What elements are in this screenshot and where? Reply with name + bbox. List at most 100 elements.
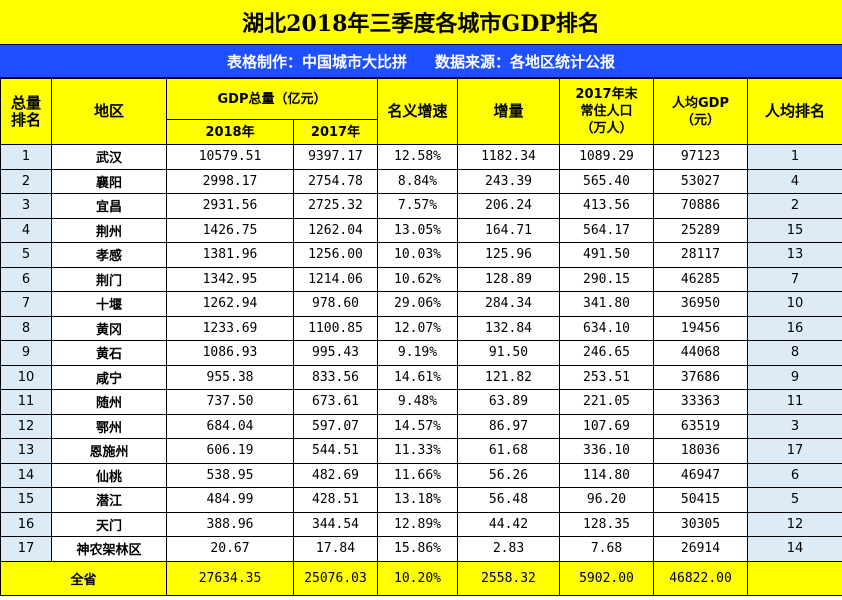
table-row: 3 宜昌 2931.56 2725.32 7.57% 206.24 413.56 70886 2 (0, 193, 842, 219)
table-row: 15 潜江 484.99 428.51 13.18% 56.48 96.20 50415 5 (0, 487, 842, 513)
gdp-2017-cell: 1256.00 (293, 242, 378, 268)
per-capita-rank-cell: 17 (747, 438, 842, 464)
region-cell: 黄石 (51, 340, 167, 366)
growth-cell: 7.57% (377, 193, 458, 219)
total-increase: 2558.32 (457, 560, 560, 596)
growth-cell: 11.66% (377, 462, 458, 488)
table-row: 6 荆门 1342.95 1214.06 10.62% 128.89 290.15 46285… (0, 266, 842, 292)
gdp-2017-cell: 9397.17 (293, 144, 378, 170)
total-label: 全省 (0, 560, 167, 596)
total-growth: 10.20% (377, 560, 458, 596)
gdp-2017-cell: 597.07 (293, 413, 378, 439)
population-cell: 221.05 (559, 389, 654, 415)
total-per-capita: 46822.00 (653, 560, 748, 596)
growth-cell: 15.86% (377, 536, 458, 562)
gdp-2017-cell: 17.84 (293, 536, 378, 562)
subtitle-bar: 表格制作：中国城市大比拼 数据来源：各地区统计公报 (0, 45, 842, 78)
table-row: 5 孝感 1381.96 1256.00 10.03% 125.96 491.50 28117… (0, 242, 842, 268)
region-cell: 武汉 (51, 144, 167, 170)
growth-cell: 12.07% (377, 315, 458, 341)
per-capita-rank-cell: 12 (747, 511, 842, 537)
growth-cell: 9.19% (377, 340, 458, 366)
region-cell: 天门 (51, 511, 167, 537)
per-capita-cell: 63519 (653, 413, 748, 439)
rank-cell: 6 (0, 266, 52, 292)
rank-cell: 8 (0, 315, 52, 341)
per-capita-rank-cell: 8 (747, 340, 842, 366)
gdp-2018-cell: 10579.51 (166, 144, 294, 170)
gdp-2018-cell: 737.50 (166, 389, 294, 415)
population-cell: 246.65 (559, 340, 654, 366)
gdp-2018-cell: 1426.75 (166, 217, 294, 243)
table-row: 12 鄂州 684.04 597.07 14.57% 86.97 107.69 63519 3 (0, 413, 842, 439)
per-capita-rank-cell: 2 (747, 193, 842, 219)
per-capita-rank-cell: 7 (747, 266, 842, 292)
table-row: 9 黄石 1086.93 995.43 9.19% 91.50 246.65 44068 8 (0, 340, 842, 366)
region-cell: 潜江 (51, 487, 167, 513)
rank-cell: 1 (0, 144, 52, 170)
header-total-rank: 总量 排名 (0, 78, 52, 145)
region-cell: 鄂州 (51, 413, 167, 439)
total-population: 5902.00 (559, 560, 654, 596)
per-capita-rank-cell: 10 (747, 291, 842, 317)
per-capita-cell: 18036 (653, 438, 748, 464)
page-title: 湖北2018年三季度各城市GDP排名 (0, 0, 842, 45)
region-cell: 宜昌 (51, 193, 167, 219)
increase-cell: 1182.34 (457, 144, 560, 170)
region-cell: 随州 (51, 389, 167, 415)
gdp-2018-cell: 606.19 (166, 438, 294, 464)
per-capita-cell: 19456 (653, 315, 748, 341)
increase-cell: 91.50 (457, 340, 560, 366)
population-cell: 565.40 (559, 168, 654, 194)
gdp-2017-cell: 344.54 (293, 511, 378, 537)
table-maker-note: 表格制作：中国城市大比拼 (226, 52, 407, 71)
rank-cell: 11 (0, 389, 52, 415)
gdp-2017-cell: 833.56 (293, 364, 378, 390)
population-cell: 336.10 (559, 438, 654, 464)
header-year-2017: 2017年 (293, 119, 378, 145)
per-capita-cell: 70886 (653, 193, 748, 219)
region-cell: 荆州 (51, 217, 167, 243)
rank-cell: 12 (0, 413, 52, 439)
table-row: 8 黄冈 1233.69 1100.85 12.07% 132.84 634.10 19456… (0, 315, 842, 341)
gdp-2018-cell: 2931.56 (166, 193, 294, 219)
gdp-2017-cell: 995.43 (293, 340, 378, 366)
gdp-2017-cell: 428.51 (293, 487, 378, 513)
gdp-2017-cell: 482.69 (293, 462, 378, 488)
table-row: 10 咸宁 955.38 833.56 14.61% 121.82 253.51 37686 9 (0, 364, 842, 390)
rank-cell: 13 (0, 438, 52, 464)
increase-cell: 164.71 (457, 217, 560, 243)
gdp-ranking-table: 总量 排名 地区 GDP总量（亿元） 名义增速 增量 2017年末 常住人口 （… (0, 78, 842, 596)
gdp-2017-cell: 1214.06 (293, 266, 378, 292)
gdp-2017-cell: 2725.32 (293, 193, 378, 219)
gdp-2018-cell: 388.96 (166, 511, 294, 537)
per-capita-cell: 44068 (653, 340, 748, 366)
per-capita-rank-cell: 1 (747, 144, 842, 170)
increase-cell: 44.42 (457, 511, 560, 537)
per-capita-cell: 25289 (653, 217, 748, 243)
increase-cell: 86.97 (457, 413, 560, 439)
per-capita-rank-cell: 16 (747, 315, 842, 341)
table-row: 16 天门 388.96 344.54 12.89% 44.42 128.35 30305 12 (0, 511, 842, 537)
population-cell: 341.80 (559, 291, 654, 317)
population-cell: 1089.29 (559, 144, 654, 170)
rank-cell: 7 (0, 291, 52, 317)
gdp-2018-cell: 1086.93 (166, 340, 294, 366)
region-cell: 恩施州 (51, 438, 167, 464)
increase-cell: 243.39 (457, 168, 560, 194)
growth-cell: 9.48% (377, 389, 458, 415)
rank-cell: 14 (0, 462, 52, 488)
population-cell: 107.69 (559, 413, 654, 439)
per-capita-rank-cell: 6 (747, 462, 842, 488)
population-cell: 114.80 (559, 462, 654, 488)
population-cell: 413.56 (559, 193, 654, 219)
growth-cell: 10.62% (377, 266, 458, 292)
region-cell: 十堰 (51, 291, 167, 317)
per-capita-cell: 97123 (653, 144, 748, 170)
table-row: 14 仙桃 538.95 482.69 11.66% 56.26 114.80 46947 6 (0, 462, 842, 488)
population-cell: 96.20 (559, 487, 654, 513)
population-cell: 491.50 (559, 242, 654, 268)
per-capita-cell: 28117 (653, 242, 748, 268)
gdp-2018-cell: 955.38 (166, 364, 294, 390)
per-capita-cell: 46285 (653, 266, 748, 292)
